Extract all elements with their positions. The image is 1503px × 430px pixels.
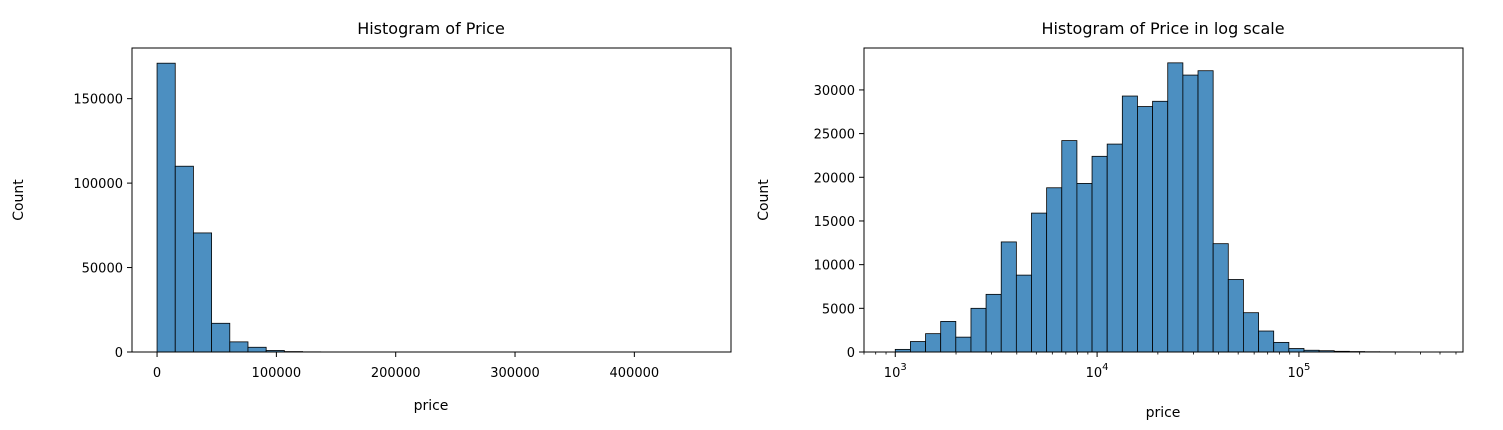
chart-title: Histogram of Price in log scale bbox=[1041, 19, 1284, 38]
histogram-bar bbox=[1061, 140, 1078, 353]
histogram-bar bbox=[1227, 279, 1244, 353]
y-tick-label: 25000 bbox=[814, 128, 855, 143]
histogram-bar bbox=[1031, 212, 1048, 353]
histogram-bar bbox=[193, 232, 213, 353]
x-tick-label: 100000 bbox=[252, 366, 302, 381]
histogram-bar bbox=[1152, 100, 1169, 353]
histogram-bar bbox=[1243, 312, 1259, 353]
histogram-bar bbox=[1106, 143, 1123, 353]
histogram-bar bbox=[1197, 70, 1214, 353]
histogram-bar bbox=[1212, 243, 1229, 353]
x-tick-label: 300000 bbox=[490, 366, 540, 381]
y-axis-ticks: 0 50000 100000 150000 bbox=[73, 93, 132, 361]
histogram-bar bbox=[940, 321, 957, 353]
x-axis-label: price bbox=[414, 398, 449, 414]
y-tick-label: 30000 bbox=[814, 84, 855, 99]
x-tick-label: 103 bbox=[884, 362, 907, 381]
histogram-bar bbox=[910, 341, 926, 353]
y-tick-label: 0 bbox=[115, 346, 123, 361]
x-tick-label: 105 bbox=[1287, 362, 1310, 381]
y-tick-label: 100000 bbox=[73, 177, 123, 192]
histogram-bar bbox=[1167, 62, 1184, 353]
bars-group bbox=[894, 62, 1441, 353]
y-axis-label: Count bbox=[756, 179, 772, 221]
y-tick-label: 10000 bbox=[814, 259, 855, 274]
y-tick-label: 150000 bbox=[73, 93, 123, 108]
histogram-bar bbox=[1121, 95, 1138, 353]
plot-frame bbox=[863, 47, 1464, 353]
y-tick-label: 50000 bbox=[82, 262, 123, 277]
histogram-bar bbox=[1182, 74, 1199, 353]
histogram-bar bbox=[1258, 330, 1275, 353]
y-tick-label: 15000 bbox=[814, 215, 855, 230]
x-tick-label: 400000 bbox=[610, 366, 660, 381]
histogram-bar bbox=[174, 165, 194, 353]
histogram-bar bbox=[156, 62, 176, 353]
x-axis-ticks: 103 104 105 bbox=[863, 352, 1457, 381]
y-tick-label: 0 bbox=[847, 346, 855, 361]
histogram-bar bbox=[1000, 241, 1017, 353]
y-tick-label: 20000 bbox=[814, 171, 855, 186]
chart-title: Histogram of Price bbox=[357, 19, 505, 38]
x-axis-ticks: 0 100000 200000 300000 400000 bbox=[153, 352, 659, 381]
histogram-bar bbox=[1046, 187, 1063, 353]
histogram-bar bbox=[1288, 348, 1305, 353]
histogram-bar bbox=[1015, 274, 1032, 353]
y-tick-label: 5000 bbox=[822, 302, 855, 317]
histogram-bar bbox=[229, 341, 249, 353]
y-axis-ticks: 0 5000 10000 15000 20000 25000 30000 bbox=[814, 84, 864, 361]
histogram-bar bbox=[1091, 155, 1108, 353]
histogram-bar bbox=[1273, 341, 1290, 353]
histogram-bar bbox=[1137, 106, 1153, 353]
x-tick-label: 104 bbox=[1086, 362, 1109, 381]
histogram-bar bbox=[247, 346, 267, 353]
histogram-bar bbox=[211, 322, 231, 353]
bars-group bbox=[156, 62, 703, 353]
chart-price-histogram: Histogram of Price 0 100000 200000 300000 40… bbox=[11, 19, 732, 414]
chart-price-histogram-log: Histogram of Price in log scale 103 104 10… bbox=[756, 19, 1464, 421]
histogram-bar bbox=[955, 336, 972, 353]
histogram-bar bbox=[985, 293, 1002, 353]
y-axis-label: Count bbox=[11, 179, 27, 221]
x-axis-label: price bbox=[1146, 405, 1181, 421]
x-tick-label: 0 bbox=[153, 366, 161, 381]
histogram-bar bbox=[970, 307, 987, 353]
histogram-bar bbox=[1076, 183, 1093, 353]
x-tick-label: 200000 bbox=[371, 366, 421, 381]
histogram-bar bbox=[925, 333, 942, 353]
plot-frame bbox=[131, 47, 732, 353]
